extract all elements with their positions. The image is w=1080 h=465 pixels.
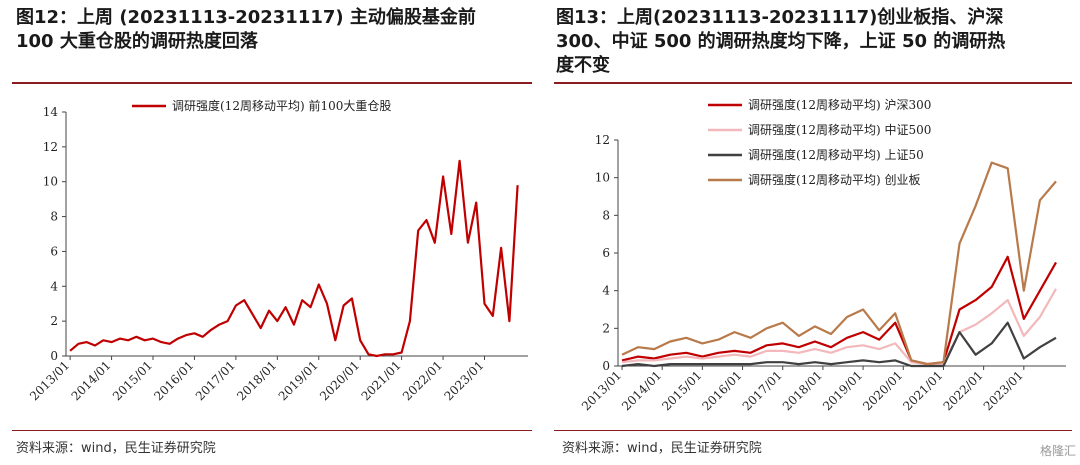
y-tick-label: 6 xyxy=(50,244,58,258)
y-tick-label: 8 xyxy=(602,208,610,222)
legend-label: 调研强度(12周移动平均) 中证500 xyxy=(748,122,931,137)
y-tick-label: 2 xyxy=(50,314,58,328)
x-tick-label: 2018/01 xyxy=(780,368,825,413)
x-tick-label: 2023/01 xyxy=(441,358,486,403)
x-tick-label: 2016/01 xyxy=(151,358,196,403)
source-divider xyxy=(554,430,1072,431)
x-tick-label: 2023/01 xyxy=(981,368,1026,413)
chart-title: 图13：上周(20231113-20231117)创业板指、沪深 300、中证 … xyxy=(556,7,1006,76)
x-tick-label: 2014/01 xyxy=(69,358,114,403)
title-divider xyxy=(554,82,1072,84)
y-tick-label: 0 xyxy=(602,359,610,373)
series-line-1 xyxy=(621,288,1057,366)
y-tick-label: 14 xyxy=(43,105,59,119)
x-tick-label: 2016/01 xyxy=(700,368,745,413)
x-tick-label: 2020/01 xyxy=(860,368,905,413)
x-tick-label: 2019/01 xyxy=(276,358,321,403)
y-tick-label: 10 xyxy=(43,175,58,189)
x-tick-label: 2021/01 xyxy=(900,368,945,413)
x-tick-label: 2022/01 xyxy=(941,368,986,413)
x-tick-label: 2018/01 xyxy=(234,358,279,403)
series-line-0 xyxy=(69,159,519,358)
source-note: 资料来源：wind，民生证券研究院 xyxy=(16,441,216,456)
x-tick-label: 2020/01 xyxy=(317,358,362,403)
x-tick-label: 2014/01 xyxy=(619,368,664,413)
series-line-2 xyxy=(621,321,1057,368)
x-tick-label: 2022/01 xyxy=(400,358,445,403)
y-tick-label: 12 xyxy=(43,140,58,154)
line-chart-indices: 0246810122013/012014/012015/012016/01201… xyxy=(579,97,1066,413)
legend-label: 调研强度(12周移动平均) 前100大重仓股 xyxy=(172,98,391,113)
y-tick-label: 6 xyxy=(602,246,610,260)
y-tick-label: 10 xyxy=(595,171,610,185)
y-tick-label: 4 xyxy=(50,279,58,293)
chart-title: 图12：上周 (20231113-20231117) 主动偏股基金前 100 大… xyxy=(16,7,476,52)
y-tick-label: 0 xyxy=(50,349,58,363)
x-tick-label: 2017/01 xyxy=(193,358,238,403)
y-tick-label: 8 xyxy=(50,210,58,224)
y-tick-label: 12 xyxy=(595,133,610,147)
x-tick-label: 2015/01 xyxy=(110,358,155,403)
left-panel: 图12：上周 (20231113-20231117) 主动偏股基金前 100 大… xyxy=(12,7,532,456)
x-tick-label: 2019/01 xyxy=(820,368,865,413)
x-tick-label: 2015/01 xyxy=(659,368,704,413)
x-tick-label: 2017/01 xyxy=(740,368,785,413)
watermark-logo: 格隆汇 xyxy=(1039,444,1076,458)
y-tick-label: 4 xyxy=(602,284,610,298)
source-note: 资料来源：wind，民生证券研究院 xyxy=(562,441,762,456)
line-chart-top100: 024681012142013/012014/012015/012016/012… xyxy=(27,98,528,403)
right-panel: 图13：上周(20231113-20231117)创业板指、沪深 300、中证 … xyxy=(548,0,1080,465)
legend-label: 调研强度(12周移动平均) 沪深300 xyxy=(748,97,931,112)
x-tick-label: 2021/01 xyxy=(359,358,404,403)
series-line-3 xyxy=(621,161,1057,366)
series-line-0 xyxy=(621,255,1057,366)
legend-label: 调研强度(12周移动平均) 创业板 xyxy=(748,172,920,187)
legend-label: 调研强度(12周移动平均) 上证50 xyxy=(748,147,924,162)
title-divider xyxy=(12,82,532,84)
x-tick-label: 2013/01 xyxy=(27,358,72,403)
x-tick-label: 2013/01 xyxy=(579,368,624,413)
source-divider xyxy=(12,430,532,431)
y-tick-label: 2 xyxy=(602,321,610,335)
